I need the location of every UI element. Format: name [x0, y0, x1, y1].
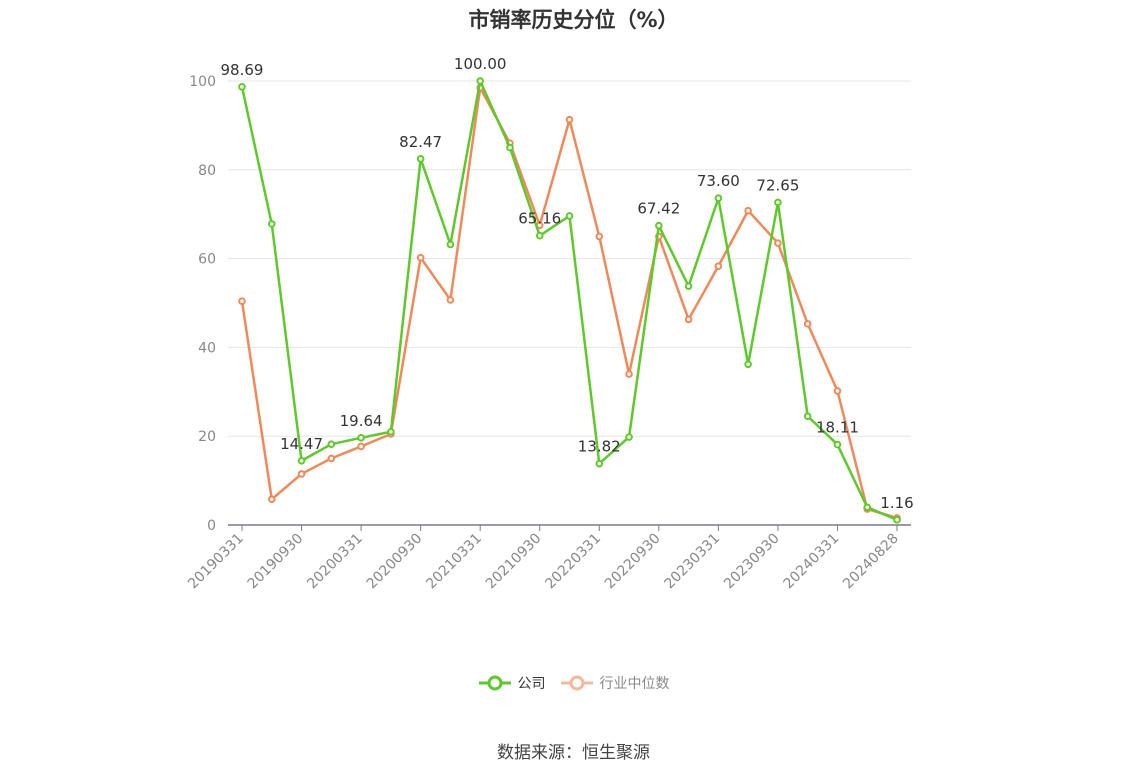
- data-point-company[interactable]: [833, 440, 842, 449]
- legend-label-industry-median: 行业中位数: [599, 676, 670, 692]
- data-point-industry-median[interactable]: [714, 262, 723, 270]
- data-point-company[interactable]: [595, 459, 604, 468]
- legend: 公司 行业中位数: [0, 673, 1147, 693]
- x-tick-label: 20200930: [364, 531, 426, 593]
- data-point-company[interactable]: [416, 155, 425, 163]
- x-tick-label: 20190930: [245, 531, 307, 593]
- data-point-company[interactable]: [684, 282, 693, 290]
- data-point-industry-median[interactable]: [297, 470, 306, 478]
- data-point-company[interactable]: [655, 221, 663, 230]
- data-point-company[interactable]: [238, 83, 246, 91]
- data-point-company[interactable]: [387, 427, 395, 436]
- data-point-industry-median[interactable]: [267, 495, 276, 504]
- line-chart: 0 20 40 60 80 100 2019033120190930202003312020…: [185, 55, 914, 593]
- legend-company-marker-icon: [478, 675, 511, 691]
- series-line-industry-median: [240, 86, 898, 520]
- data-point-industry-median[interactable]: [357, 442, 365, 451]
- y-tick-label: 80: [198, 163, 216, 179]
- y-tick-label: 60: [198, 252, 216, 268]
- x-tick-label: 20200331: [304, 531, 366, 593]
- data-point-company[interactable]: [297, 456, 306, 465]
- legend-item-company[interactable]: 公司: [478, 673, 546, 693]
- data-point-industry-median[interactable]: [684, 315, 693, 324]
- legend-item-industry-median[interactable]: 行业中位数: [560, 673, 670, 693]
- data-label: 1.16: [880, 494, 913, 512]
- data-point-industry-median[interactable]: [625, 370, 633, 378]
- x-tick-label: 20190331: [185, 531, 247, 593]
- data-point-industry-median[interactable]: [327, 454, 336, 463]
- data-point-company[interactable]: [803, 412, 812, 421]
- legend-label-company: 公司: [517, 676, 546, 692]
- data-label: 67.42: [637, 200, 680, 218]
- data-point-company[interactable]: [565, 212, 574, 220]
- data-point-company[interactable]: [267, 220, 276, 228]
- y-tick-label: 20: [198, 429, 216, 445]
- x-tick-label: 20230331: [661, 531, 723, 593]
- data-label: 72.65: [756, 176, 799, 194]
- data-label: 65.16: [518, 210, 561, 228]
- data-label: 82.47: [399, 133, 442, 151]
- data-source: 数据来源：恒生聚源: [497, 743, 650, 763]
- data-label: 73.60: [697, 172, 740, 190]
- data-label: 18.11: [816, 419, 859, 437]
- x-tick-label: 20240828: [840, 531, 902, 593]
- x-tick-label: 20220331: [542, 531, 604, 593]
- data-point-company[interactable]: [446, 240, 455, 249]
- data-label: 14.47: [280, 435, 323, 453]
- data-point-industry-median[interactable]: [774, 239, 782, 247]
- data-label: 13.82: [578, 438, 621, 456]
- data-label: 100.00: [454, 55, 507, 73]
- x-tick-label: 20240331: [781, 531, 843, 593]
- data-point-company[interactable]: [714, 194, 723, 203]
- data-point-company[interactable]: [506, 143, 514, 152]
- y-tick-label: 100: [189, 74, 216, 90]
- y-tick-label: 0: [207, 518, 216, 534]
- data-label: 98.69: [221, 61, 264, 79]
- data-point-company[interactable]: [863, 503, 872, 512]
- x-tick-label: 20210331: [423, 531, 485, 593]
- x-tick-label: 20230930: [721, 531, 783, 593]
- data-point-company[interactable]: [327, 440, 336, 448]
- x-tick-label: 20210930: [483, 531, 545, 593]
- data-point-industry-median[interactable]: [744, 206, 752, 215]
- data-point-industry-median[interactable]: [803, 320, 812, 328]
- data-point-industry-median[interactable]: [238, 297, 246, 306]
- data-point-industry-median[interactable]: [565, 115, 574, 124]
- data-point-company[interactable]: [625, 433, 633, 441]
- data-point-industry-median[interactable]: [416, 253, 425, 262]
- data-point-company[interactable]: [774, 198, 782, 207]
- x-tick-label: 20220930: [602, 531, 664, 593]
- y-tick-label: 40: [198, 340, 216, 356]
- data-point-company[interactable]: [476, 77, 484, 85]
- data-point-industry-median[interactable]: [446, 296, 455, 304]
- data-point-industry-median[interactable]: [833, 387, 842, 395]
- data-point-company[interactable]: [357, 433, 365, 442]
- data-point-industry-median[interactable]: [595, 232, 604, 241]
- data-point-company[interactable]: [535, 231, 544, 240]
- data-point-company[interactable]: [893, 516, 901, 524]
- data-point-company[interactable]: [744, 360, 752, 369]
- legend-industry-marker-icon: [560, 675, 593, 691]
- chart-title: 市销率历史分位（%）: [468, 8, 679, 32]
- data-label: 19.64: [340, 412, 383, 430]
